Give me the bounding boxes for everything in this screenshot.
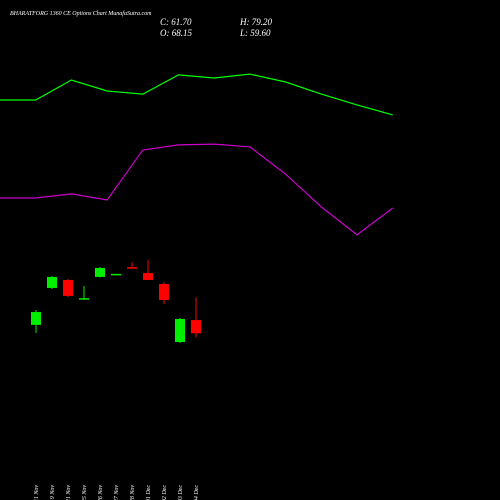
x-tick-label: 26 Nov xyxy=(98,485,104,500)
x-tick-label: 01 Dec xyxy=(146,485,152,500)
candle-body xyxy=(111,273,121,276)
chart-title: BHARATFORG 1360 CE Options Chart MunafaS… xyxy=(10,10,152,17)
x-tick-label: 02 Dec xyxy=(162,485,168,500)
x-tick-label: 25 Nov xyxy=(82,485,88,500)
candle-body xyxy=(47,276,57,288)
candle-body xyxy=(159,284,169,300)
candle-body xyxy=(143,273,153,280)
indicator-line xyxy=(0,143,394,236)
indicator-line xyxy=(0,73,393,116)
x-tick-label: 27 Nov xyxy=(114,485,120,500)
x-tick-label: 11 Nov xyxy=(34,485,40,500)
x-tick-label: 03 Dec xyxy=(178,485,184,500)
candle-body xyxy=(63,280,73,296)
x-tick-label: 28 Nov xyxy=(130,485,136,500)
candle-body xyxy=(79,298,89,300)
close-label: C: 61.70 xyxy=(160,17,192,27)
candle-body xyxy=(127,267,137,269)
open-label: O: 68.15 xyxy=(160,28,192,38)
x-tick-label: 21 Nov xyxy=(66,485,72,500)
x-tick-label: 04 Dec xyxy=(193,485,200,500)
low-label: L: 59.60 xyxy=(239,28,271,38)
candle-body xyxy=(95,267,105,277)
candle-body xyxy=(31,312,41,325)
candle-body xyxy=(175,318,185,343)
x-tick-label: 19 Nov xyxy=(50,485,56,500)
high-label: H: 79.20 xyxy=(239,17,272,27)
candle-body xyxy=(191,320,201,334)
